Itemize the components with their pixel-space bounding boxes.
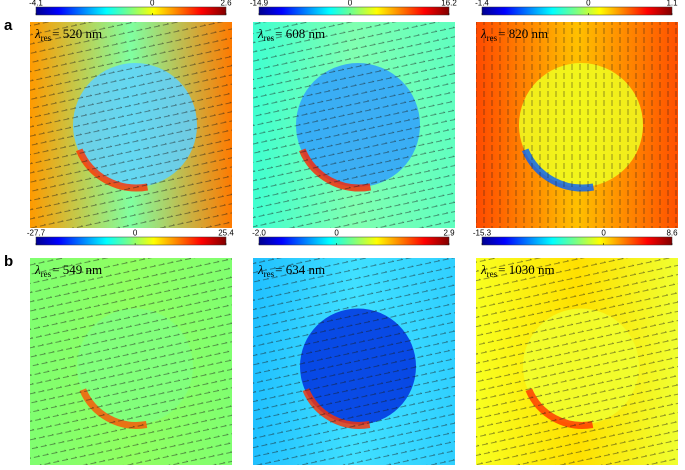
colorbar-tick-label: -4.1: [29, 0, 43, 8]
colorbar-tick-label: -15.3: [473, 229, 492, 238]
row-label: a: [4, 17, 13, 34]
colorbar-tick-label: -2.0: [252, 229, 266, 238]
text: = 549 nm: [52, 262, 102, 277]
subscript: res: [41, 33, 52, 43]
text: = 608 nm: [275, 26, 325, 41]
colorbar: [481, 236, 673, 246]
subscript: res: [487, 33, 498, 43]
colorbar-tick-label: 1.1: [666, 0, 678, 8]
symbol: λ: [257, 26, 264, 41]
colorbar-tick-label: -1.4: [475, 0, 489, 8]
subscript: res: [264, 33, 275, 43]
subscript: res: [41, 269, 52, 279]
colorbar: [258, 6, 450, 16]
text: = 520 nm: [52, 26, 102, 41]
quiver: [253, 258, 455, 465]
symbol: λ: [480, 26, 487, 41]
wavelength-label: λres= 634 nm: [257, 262, 325, 279]
colorbar-tick-label: 0: [586, 0, 591, 8]
colorbar: [258, 236, 450, 246]
symbol: λ: [257, 262, 264, 277]
symbol: λ: [480, 262, 487, 277]
text: = 634 nm: [275, 262, 325, 277]
text: = 1030 nm: [498, 262, 554, 277]
quiver: [476, 22, 678, 228]
quiver: [476, 258, 678, 465]
colorbar-tick-label: 16.2: [441, 0, 457, 8]
colorbar-tick-label: 2.9: [443, 229, 455, 238]
colorbar-tick-label: 25.4: [218, 229, 234, 238]
quiver: [30, 22, 232, 228]
wavelength-label: λres= 608 nm: [257, 26, 325, 43]
colorbar: [481, 6, 673, 16]
colorbar-tick-label: 0: [133, 229, 138, 238]
colorbar-tick-label: 0: [348, 0, 353, 8]
colorbar: [35, 6, 227, 16]
subscript: res: [264, 269, 275, 279]
symbol: λ: [34, 26, 41, 41]
quiver: [253, 22, 455, 228]
colorbar-tick-label: -27.7: [27, 229, 46, 238]
row-label: b: [4, 253, 13, 270]
colorbar-tick-label: 0: [601, 229, 606, 238]
text: = 820 nm: [498, 26, 548, 41]
symbol: λ: [34, 262, 41, 277]
colorbar-tick-label: 0: [150, 0, 155, 8]
quiver: [30, 258, 232, 465]
colorbar-tick-label: 2.6: [220, 0, 232, 8]
colorbar-tick-label: -14.9: [250, 0, 269, 8]
wavelength-label: λres= 549 nm: [34, 262, 102, 279]
subscript: res: [487, 269, 498, 279]
wavelength-label: λres= 820 nm: [480, 26, 548, 43]
wavelength-label: λres= 1030 nm: [480, 262, 555, 279]
wavelength-label: λres= 520 nm: [34, 26, 102, 43]
colorbar: [35, 236, 227, 246]
colorbar-tick-label: 8.6: [666, 229, 678, 238]
colorbar-tick-label: 0: [334, 229, 339, 238]
